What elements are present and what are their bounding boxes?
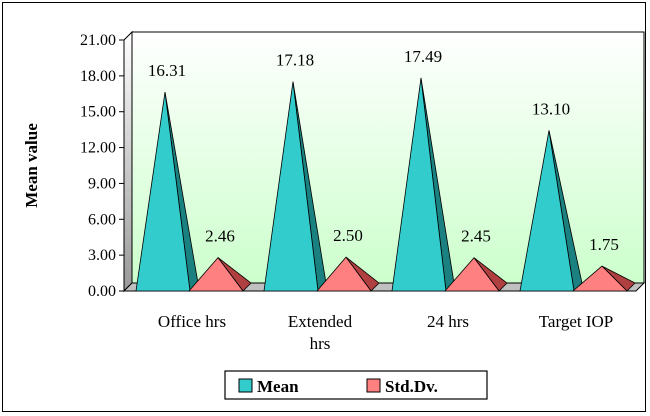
mean-value-label: 17.49 [404, 47, 442, 66]
y-tick-label: 3.00 [88, 247, 116, 264]
legend-swatch [366, 378, 381, 393]
mean-pyramid-24-hrs [391, 77, 447, 292]
std-dv-value-label: 2.45 [461, 227, 491, 246]
x-category-label: 24 hrs [427, 312, 469, 331]
legend-label: Std.Dv. [385, 377, 438, 396]
std-dv-pyramid-extended-hrs [316, 256, 372, 292]
x-category-label: Office hrs [158, 312, 226, 331]
legend-label: Mean [257, 377, 299, 396]
legend-box [224, 370, 488, 400]
std-dv-pyramid-office-hrs [188, 256, 244, 292]
y-tick-label: 9.00 [88, 175, 116, 192]
mean-value-label: 13.10 [532, 99, 570, 118]
std-dv-value-label: 2.46 [205, 227, 235, 246]
plot-side-wall [123, 30, 133, 293]
mean-value-label: 16.31 [148, 61, 186, 80]
std-dv-pyramid-target-iop [571, 265, 628, 292]
legend-swatch [238, 378, 253, 393]
y-tick-label: 18.00 [80, 68, 116, 85]
y-tick-label: 12.00 [80, 140, 116, 157]
std-dv-value-label: 1.75 [589, 235, 619, 254]
std-dv-value-label: 2.50 [333, 226, 363, 245]
y-tick-label: 0.00 [88, 283, 116, 300]
mean-value-label: 17.18 [276, 51, 314, 70]
y-axis-title: Mean value [22, 123, 41, 208]
y-tick-label: 15.00 [80, 104, 116, 121]
y-tick-label: 21.00 [80, 32, 116, 49]
x-category-label: Target IOP [539, 312, 614, 331]
x-category-label: Extended hrs [288, 312, 353, 353]
std-dv-pyramid-24-hrs [444, 257, 500, 292]
mean-pyramid-extended-hrs [263, 81, 319, 292]
y-tick-label: 6.00 [88, 211, 116, 228]
mean-pyramid-target-iop [519, 130, 575, 292]
mean-pyramid-office-hrs [135, 91, 191, 292]
